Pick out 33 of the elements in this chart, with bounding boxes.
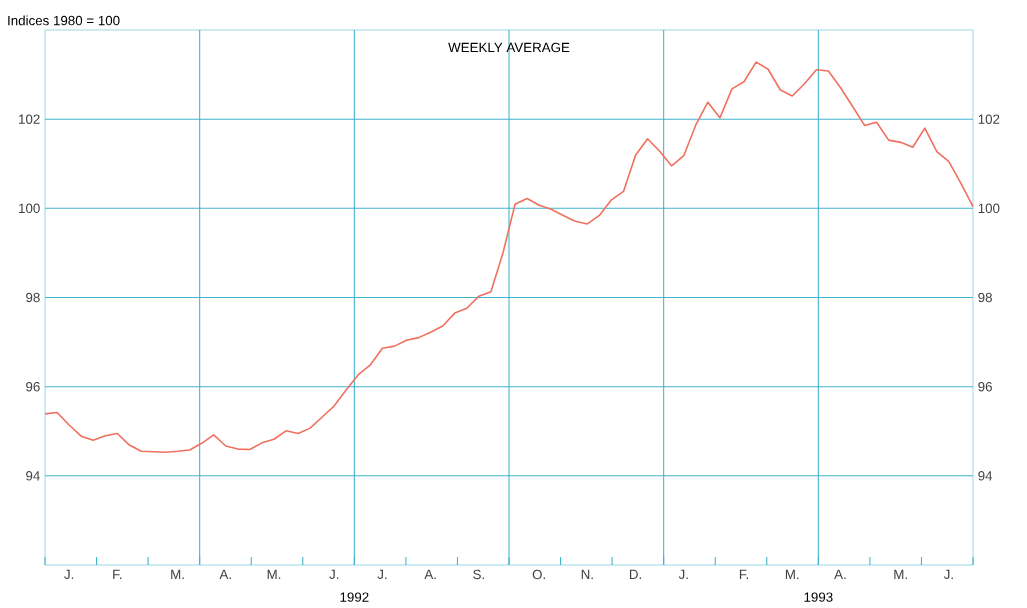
x-tick-label: F. <box>113 569 122 579</box>
y2-tick-label: 102 <box>978 114 1000 124</box>
x-tick-label: A. <box>834 569 846 579</box>
x-tick-label: A. <box>219 569 231 579</box>
y2-tick-label: 100 <box>978 203 1000 214</box>
y-axis-title: Indices 1980 = 100 <box>8 15 120 26</box>
x-tick-label: N. <box>581 569 593 579</box>
y-tick-label: 96 <box>26 381 40 392</box>
y2-tick-label: 98 <box>978 292 992 303</box>
x-tick-label: J. <box>329 569 339 580</box>
x-tick-label: M. <box>894 569 907 579</box>
y-tick-label: 102 <box>19 114 40 124</box>
x-tick-label: J. <box>943 569 953 580</box>
x-tick-label: S. <box>473 569 484 580</box>
x-tick-label: M. <box>267 569 281 579</box>
line-series <box>44 61 974 454</box>
x-tick-label: A. <box>424 569 436 579</box>
y2-tick-label: 94 <box>978 471 993 481</box>
y-tick-label: 100 <box>19 203 40 214</box>
text: WEEKLY AVERAGE <box>448 42 570 53</box>
x-tick-label: M. <box>785 569 799 579</box>
y-tick-label: 98 <box>26 292 40 303</box>
y2-tick-label: 96 <box>978 381 992 392</box>
x-tick-label: D. <box>629 569 641 579</box>
x-tick-label: J. <box>377 569 387 580</box>
x-tick-label: F. <box>739 569 748 579</box>
x-tick-label: J. <box>64 569 74 580</box>
text: 1993 <box>804 592 833 602</box>
x-tick-label: M. <box>171 569 184 579</box>
x-tick-label: O. <box>532 569 545 580</box>
text: 1992 <box>340 592 369 602</box>
y-tick-label: 94 <box>26 471 40 481</box>
x-tick-label: J. <box>678 569 688 580</box>
